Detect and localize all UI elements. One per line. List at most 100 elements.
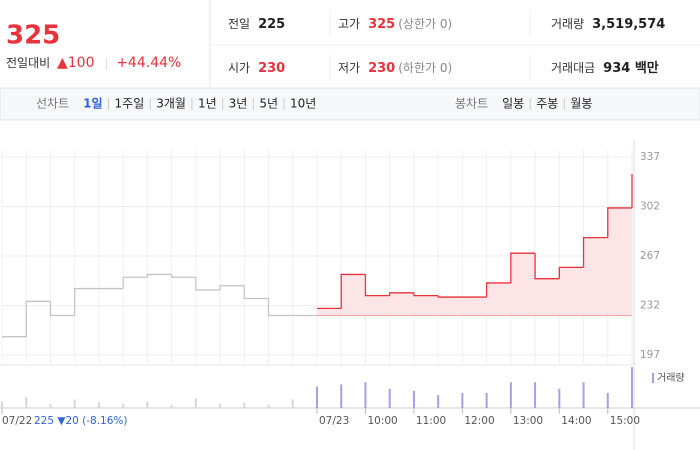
x-tick-label: 11:00 [416,415,446,427]
toolbar-label: 선차트 [36,97,69,111]
x-tick-label: 07/22 [2,415,32,427]
x-tick-label: 12:00 [464,415,494,427]
toolbar [0,87,700,121]
volume-bar [558,388,561,408]
volume-bar [534,382,537,408]
info-value: 225 [258,17,285,32]
x-tick-label: 13:00 [513,415,543,427]
volume-bar [49,403,52,408]
volume-bar [364,382,367,408]
info-label: 거래대금 [551,61,595,75]
info-item: 고가 325 (상한가 0) [338,17,452,32]
period-button[interactable]: 5년 [259,97,278,111]
price-step [510,252,536,283]
price-step [534,253,560,280]
price-step [582,236,608,268]
y-tick-label: 267 [640,250,660,262]
price-step [195,277,221,291]
info-label: 거래량 [551,17,584,31]
info-note: (하한가 0) [398,61,452,75]
price-step [340,273,366,309]
volume-bar [582,382,585,408]
price-step [607,207,632,238]
info-label: 전일 [228,17,250,31]
period-button[interactable]: 3년 [229,97,248,111]
period-button[interactable]: 월봉 [570,97,592,111]
info-value: 325 [368,17,395,32]
prev-summary: 225 ▼20 (-8.16%) [34,415,128,427]
x-tick-label: 10:00 [367,415,397,427]
price-step [558,266,584,279]
volume-bar [485,392,488,408]
price-step [364,274,390,297]
info-note: (상한가 0) [398,17,452,31]
info-value: 230 [258,61,285,76]
volume-bar [631,367,633,408]
change-rate: +44.44% [116,55,181,71]
price-step [49,301,75,317]
price-step [25,300,51,337]
info-item: 시가 230 [228,61,285,76]
price-step [219,285,245,290]
volume-bar [146,401,149,408]
x-tick-label: 15:00 [610,415,640,427]
period-button[interactable]: 주봉 [536,97,558,111]
period-button[interactable]: 10년 [290,97,316,111]
info-item: 저가 230 (하한가 0) [338,61,452,76]
info-item: 거래대금 934 백만 [551,60,659,76]
period-button[interactable]: 일봉 [502,97,524,111]
info-label: 시가 [228,61,250,75]
separator: | [104,56,108,70]
info-value: 934 백만 [603,60,659,76]
price-step [437,295,463,298]
info-value: 3,519,574 [592,17,665,32]
volume-bar [194,398,197,408]
volume-bar [291,399,294,408]
volume-bar [461,392,464,408]
period-button[interactable]: 1일 [83,97,102,111]
legend-swatch [652,373,654,383]
volume-bar [388,388,391,408]
info-item: 거래량 3,519,574 [551,17,665,32]
volume-bar [25,397,28,408]
price: 325 [6,21,60,51]
volume-bar [509,382,512,408]
price-step [74,287,99,316]
volume-bar [606,392,609,408]
volume-bar [73,399,76,408]
y-tick-label: 197 [640,349,660,361]
change-label: 전일대비 [6,56,50,70]
change-line: 전일대비 ▲100 | +44.44% [6,55,181,71]
price-step [146,273,172,278]
y-tick-label: 337 [640,151,660,163]
area-fill [317,173,632,316]
toolbar-label: 봉차트 [455,97,488,111]
volume-bar [1,401,3,408]
volume-bar [243,402,246,408]
period-button[interactable]: 1년 [198,97,217,111]
volume-bar [437,395,440,408]
volume-bar [170,404,173,408]
volume-bar [219,403,222,408]
y-tick-label: 302 [640,201,660,213]
info-label: 저가 [338,61,360,75]
volume-bar [267,404,270,408]
price-step [243,285,269,300]
change: ▲100 [57,55,95,71]
volume-bar [316,386,318,408]
price-step [413,292,439,297]
volume-bar [122,403,125,408]
legend-label: 거래량 [657,372,685,384]
price-step [170,274,196,278]
x-tick-label: 14:00 [561,415,591,427]
volume-bar [412,390,415,408]
period-button[interactable]: 1주일 [115,97,145,111]
price-step [267,298,293,317]
y-tick-label: 232 [640,300,660,312]
info-label: 고가 [338,17,360,31]
info-value: 230 [368,61,395,76]
price-step [122,276,148,289]
x-tick-label: 07/23 [319,415,349,427]
period-button[interactable]: 3개월 [156,97,186,111]
